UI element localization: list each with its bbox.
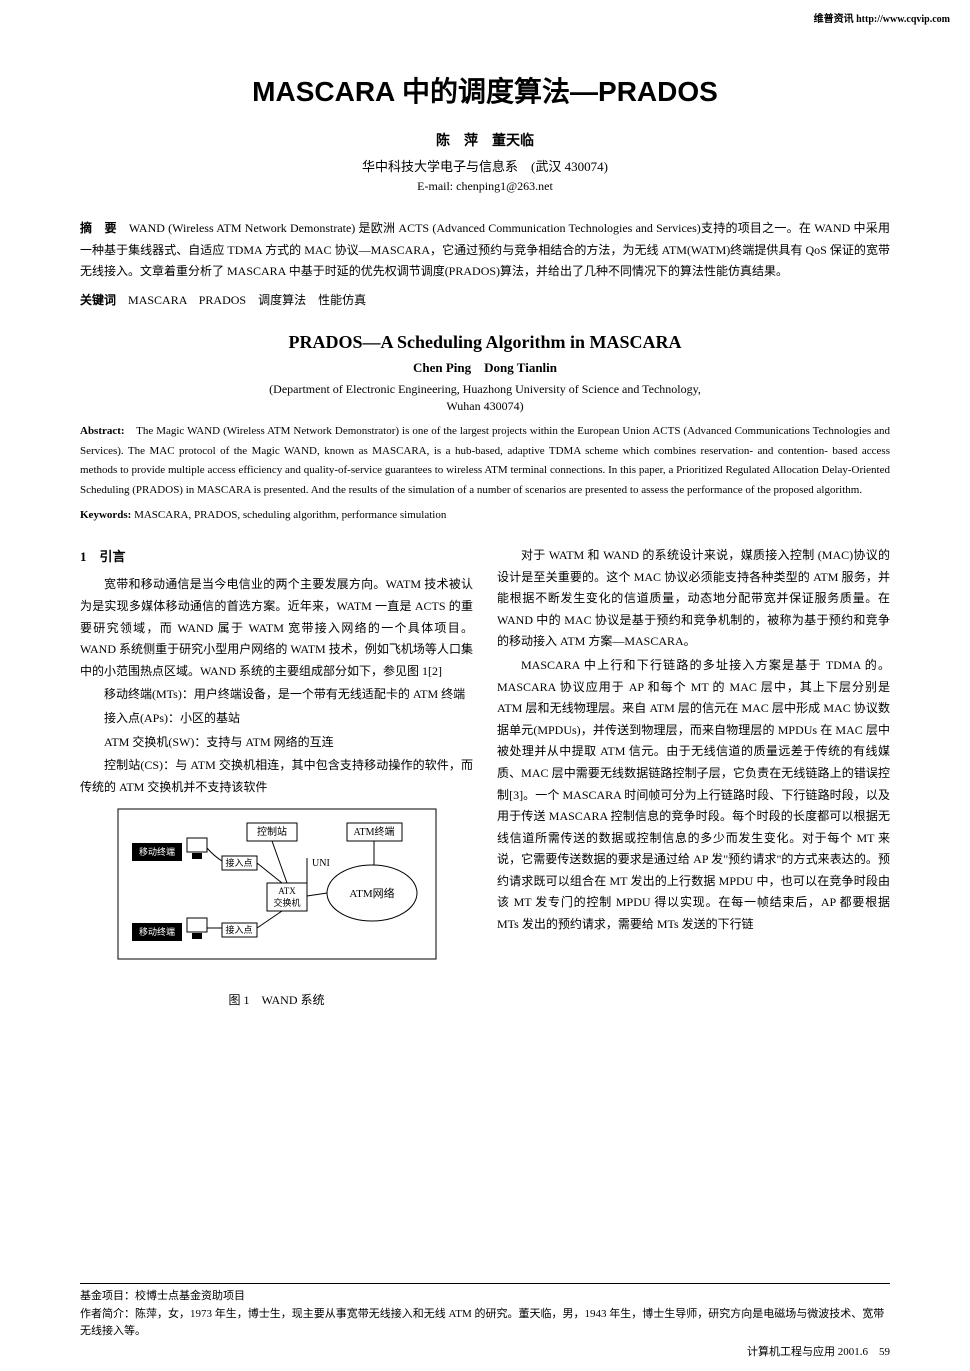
- left-column: 1 引言 宽带和移动通信是当今电信业的两个主要发展方向。WATM 技术被认为是实…: [80, 545, 473, 1012]
- affiliation-english-2: Wuhan 430074): [80, 399, 890, 414]
- left-para-4: 控制站(CS)：与 ATM 交换机相连，其中包含支持移动操作的软件，而传统的 A…: [80, 755, 473, 798]
- figure-1: 控制站 ATM终端 移动终端 接入点 UNI AT: [80, 808, 473, 1011]
- left-para-1: 移动终端(MTs)：用户终端设备，是一个带有无线适配卡的 ATM 终端: [80, 684, 473, 706]
- authors-english: Chen Ping Dong Tianlin: [80, 357, 890, 376]
- body-two-column: 1 引言 宽带和移动通信是当今电信业的两个主要发展方向。WATM 技术被认为是实…: [80, 545, 890, 1012]
- fig-mobile-terminal-1: 移动终端: [138, 846, 174, 857]
- page-number: 计算机工程与应用 2001.6 59: [747, 1343, 890, 1359]
- left-para-2: 接入点(APs)：小区的基站: [80, 708, 473, 730]
- left-para-0: 宽带和移动通信是当今电信业的两个主要发展方向。WATM 技术被认为是实现多媒体移…: [80, 574, 473, 682]
- right-para-0: 对于 WATM 和 WAND 的系统设计来说，媒质接入控制 (MAC)协议的设计…: [497, 545, 890, 653]
- right-column: 对于 WATM 和 WAND 的系统设计来说，媒质接入控制 (MAC)协议的设计…: [497, 545, 890, 1012]
- abstract-cn-text: WAND (Wireless ATM Network Demonstrate) …: [80, 221, 890, 278]
- left-para-3: ATM 交换机(SW)：支持与 ATM 网络的互连: [80, 732, 473, 754]
- fig-atm-network-label: ATM网络: [349, 886, 394, 900]
- affiliation-english-1: (Department of Electronic Engineering, H…: [80, 382, 890, 397]
- keywords-english: Keywords: MASCARA, PRADOS, scheduling al…: [80, 509, 890, 521]
- abstract-en-text: The Magic WAND (Wireless ATM Network Dem…: [80, 425, 890, 496]
- affiliation-chinese: 华中科技大学电子与信息系 (武汉 430074): [80, 156, 890, 175]
- keywords-cn-text: MASCARA PRADOS 调度算法 性能仿真: [128, 293, 366, 307]
- footer-author-bio: 作者简介：陈萍，女，1973 年生，博士生，现主要从事宽带无线接入和无线 ATM…: [80, 1306, 890, 1341]
- abstract-chinese: 摘 要 WAND (Wireless ATM Network Demonstra…: [80, 218, 890, 283]
- email: E-mail: chenping1@263.net: [80, 179, 890, 194]
- keywords-cn-label: 关键词: [80, 293, 116, 307]
- fig-uni-label: UNI: [312, 858, 330, 869]
- title-chinese: MASCARA 中的调度算法—PRADOS: [80, 70, 890, 110]
- fig-atm-switch-1: ATX: [278, 886, 296, 896]
- title-english: PRADOS—A Scheduling Algorithm in MASCARA: [80, 332, 890, 353]
- abstract-cn-label: 摘 要: [80, 221, 117, 235]
- keywords-chinese: 关键词 MASCARA PRADOS 调度算法 性能仿真: [80, 291, 890, 308]
- fig-atm-switch-2: 交换机: [273, 897, 300, 908]
- fig-access-point-2: 接入点: [225, 924, 252, 935]
- source-link: 维普资讯 http://www.cqvip.com: [814, 10, 950, 25]
- fig-access-point-1: 接入点: [225, 857, 252, 868]
- footer: 基金项目：校博士点基金资助项目 作者简介：陈萍，女，1973 年生，博士生，现主…: [80, 1283, 890, 1341]
- wand-system-diagram: 控制站 ATM终端 移动终端 接入点 UNI AT: [117, 808, 437, 978]
- fig-atm-terminal-label: ATM终端: [353, 825, 394, 838]
- fig-mobile-terminal-2: 移动终端: [138, 926, 174, 937]
- right-para-1: MASCARA 中上行和下行链路的多址接入方案是基于 TDMA 的。MASCAR…: [497, 655, 890, 936]
- abstract-en-label: Abstract:: [80, 425, 125, 437]
- footer-funding: 基金项目：校博士点基金资助项目: [80, 1288, 890, 1306]
- abstract-english: Abstract: The Magic WAND (Wireless ATM N…: [80, 422, 890, 501]
- figure-1-caption: 图 1 WAND 系统: [80, 990, 473, 1012]
- keywords-en-label: Keywords:: [80, 509, 131, 521]
- section-1-heading: 1 引言: [80, 545, 473, 568]
- authors-chinese: 陈 萍 董天临: [80, 130, 890, 150]
- keywords-en-text: MASCARA, PRADOS, scheduling algorithm, p…: [134, 509, 446, 521]
- fig-control-station-label: 控制站: [257, 825, 287, 838]
